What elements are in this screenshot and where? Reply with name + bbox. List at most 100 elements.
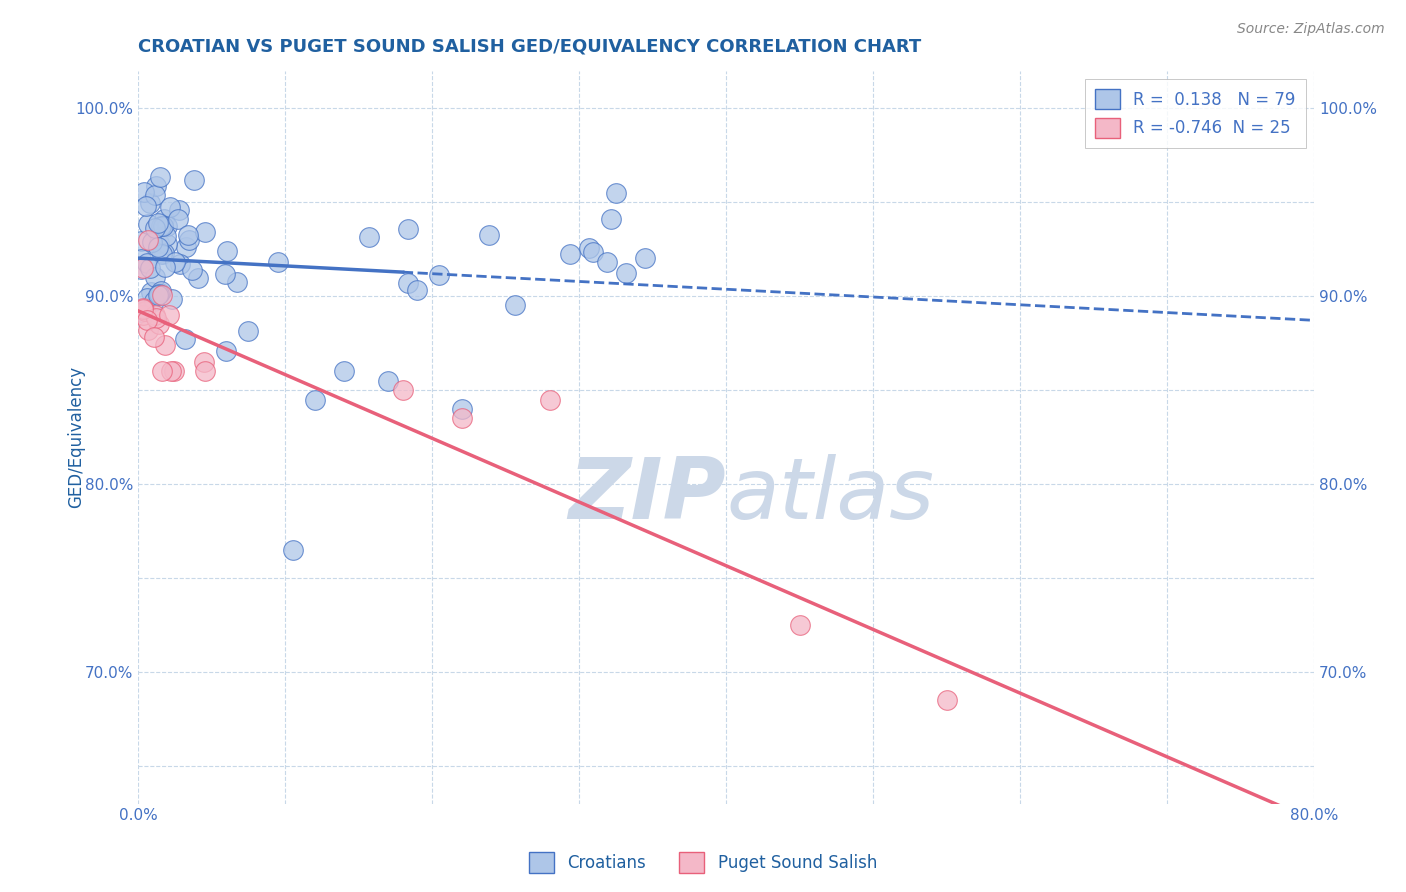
Point <box>145 188 167 202</box>
Point <box>614 266 637 280</box>
Point <box>150 219 173 234</box>
Point <box>152 219 174 233</box>
Point <box>160 364 183 378</box>
Point <box>131 261 153 276</box>
Point <box>139 196 162 211</box>
Point <box>148 317 170 331</box>
Text: Source: ZipAtlas.com: Source: ZipAtlas.com <box>1237 22 1385 37</box>
Point <box>333 364 356 378</box>
Point <box>166 212 188 227</box>
Point <box>145 179 167 194</box>
Point <box>396 222 419 236</box>
Point <box>405 284 427 298</box>
Point <box>599 211 621 226</box>
Point <box>267 255 290 269</box>
Point <box>129 261 152 276</box>
Point <box>174 332 197 346</box>
Point <box>135 199 157 213</box>
Point <box>141 235 163 249</box>
Point <box>138 323 160 337</box>
Point <box>148 235 170 250</box>
Point <box>789 618 811 632</box>
Point <box>148 216 170 230</box>
Point <box>155 260 177 274</box>
Point <box>578 241 600 255</box>
Point <box>183 173 205 187</box>
Point <box>143 308 166 322</box>
Point <box>156 236 179 251</box>
Text: atlas: atlas <box>725 454 934 537</box>
Point <box>177 227 200 242</box>
Point <box>159 201 181 215</box>
Point <box>135 256 157 270</box>
Point <box>139 261 162 276</box>
Point <box>129 305 152 319</box>
Y-axis label: GED/Equivalency: GED/Equivalency <box>67 366 86 508</box>
Point <box>136 217 159 231</box>
Point <box>450 402 472 417</box>
Point <box>150 246 173 260</box>
Point <box>377 374 399 388</box>
Point <box>304 392 326 407</box>
Point <box>538 392 561 407</box>
Point <box>215 244 238 258</box>
Point <box>225 275 247 289</box>
Point <box>605 186 627 200</box>
Point <box>149 170 172 185</box>
Point <box>187 271 209 285</box>
Point <box>179 233 201 247</box>
Point <box>136 291 159 305</box>
Point <box>160 292 183 306</box>
Point <box>194 225 217 239</box>
Legend: Croatians, Puget Sound Salish: Croatians, Puget Sound Salish <box>522 846 884 880</box>
Point <box>143 270 166 285</box>
Point <box>143 294 166 309</box>
Point <box>194 364 217 378</box>
Point <box>153 211 176 226</box>
Point <box>143 329 166 343</box>
Point <box>157 309 180 323</box>
Point <box>143 221 166 235</box>
Point <box>167 203 190 218</box>
Point <box>136 313 159 327</box>
Point <box>181 263 204 277</box>
Point <box>149 285 172 300</box>
Text: CROATIAN VS PUGET SOUND SALISH GED/EQUIVALENCY CORRELATION CHART: CROATIAN VS PUGET SOUND SALISH GED/EQUIV… <box>138 37 921 55</box>
Legend: R =  0.138   N = 79, R = -0.746  N = 25: R = 0.138 N = 79, R = -0.746 N = 25 <box>1085 79 1306 148</box>
Point <box>935 693 957 707</box>
Point <box>156 219 179 233</box>
Point <box>129 234 152 248</box>
Point <box>149 284 172 298</box>
Point <box>148 286 170 301</box>
Point <box>450 411 472 425</box>
Point <box>150 364 173 378</box>
Point <box>146 240 169 254</box>
Point <box>596 254 619 268</box>
Point <box>150 288 173 302</box>
Point <box>214 268 236 282</box>
Point <box>152 246 174 260</box>
Point <box>129 252 152 266</box>
Point <box>155 229 177 244</box>
Text: ZIP: ZIP <box>568 454 725 537</box>
Point <box>392 383 415 397</box>
Point <box>131 301 153 315</box>
Point <box>582 244 605 259</box>
Point <box>398 276 420 290</box>
Point <box>193 354 215 368</box>
Point <box>560 246 582 260</box>
Point <box>146 288 169 302</box>
Point <box>131 308 153 322</box>
Point <box>357 230 380 244</box>
Point <box>281 543 304 558</box>
Point <box>174 239 197 253</box>
Point <box>132 185 155 199</box>
Point <box>169 257 191 271</box>
Point <box>215 343 238 358</box>
Point <box>163 364 186 378</box>
Point <box>139 285 162 299</box>
Point <box>634 251 657 265</box>
Point <box>153 338 176 352</box>
Point <box>427 268 450 282</box>
Point <box>238 324 260 338</box>
